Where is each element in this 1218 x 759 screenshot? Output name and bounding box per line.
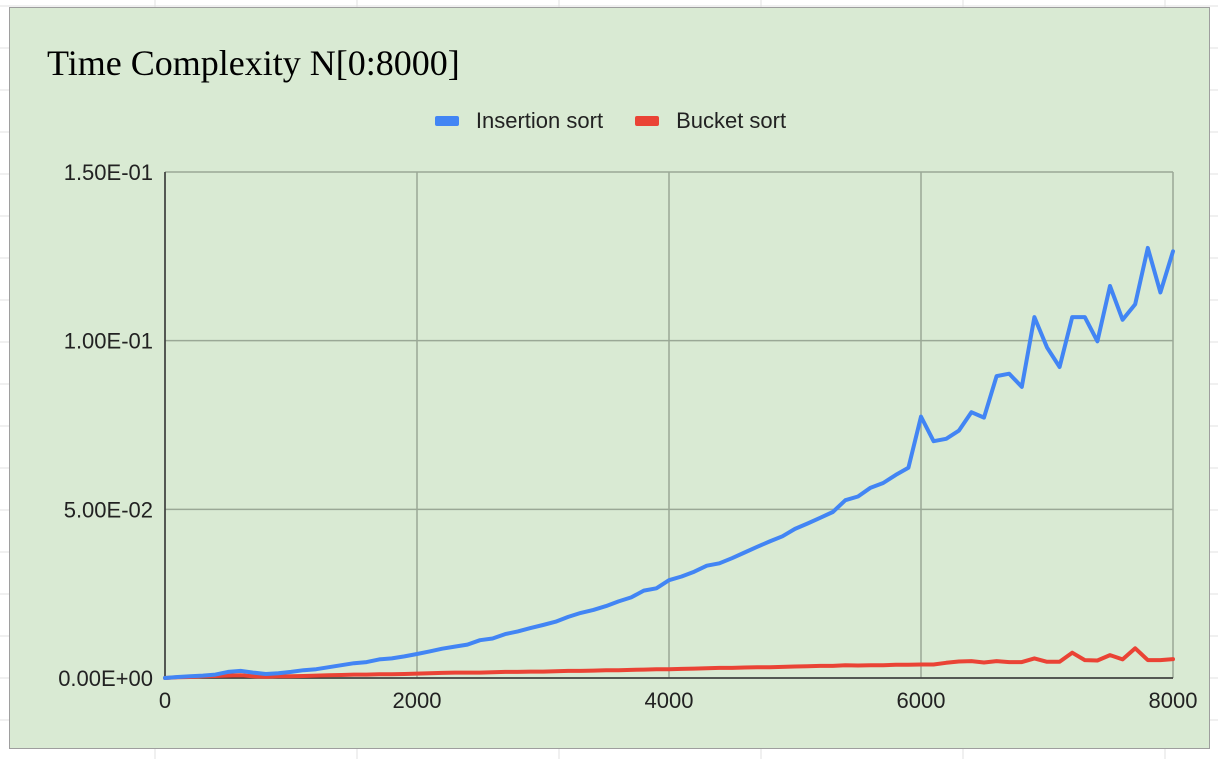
legend-swatch-insertion-sort xyxy=(434,116,459,126)
x-tick-label: 2000 xyxy=(393,688,442,713)
legend-swatch-bucket-sort xyxy=(635,116,660,126)
chart-container[interactable]: Time Complexity N[0:8000] Insertion sort… xyxy=(9,7,1210,749)
x-tick-label: 0 xyxy=(159,688,171,713)
legend-item-bucket-sort[interactable]: Bucket sort xyxy=(635,108,786,134)
y-tick-label: 5.00E-02 xyxy=(64,497,153,522)
plot-area: 0.00E+00 5.00E-02 1.00E-01 1.50E-01 0 2000 400… xyxy=(58,160,1198,713)
series-line-bucket-sort xyxy=(163,646,1175,680)
x-tick-label: 8000 xyxy=(1149,688,1198,713)
x-tick-label: 4000 xyxy=(645,688,694,713)
chart-title: Time Complexity N[0:8000] xyxy=(47,43,460,83)
x-tick-label: 6000 xyxy=(897,688,946,713)
legend-label-bucket-sort: Bucket sort xyxy=(676,108,787,133)
chart-legend: Insertion sort Bucket sort xyxy=(10,108,1211,134)
y-tick-label: 0.00E+00 xyxy=(58,666,153,691)
y-tick-label: 1.00E-01 xyxy=(64,329,153,354)
y-tick-label: 1.50E-01 xyxy=(64,160,153,185)
legend-label-insertion-sort: Insertion sort xyxy=(475,108,604,133)
series-line-insertion-sort xyxy=(163,245,1175,680)
legend-item-insertion-sort[interactable]: Insertion sort xyxy=(434,108,604,134)
